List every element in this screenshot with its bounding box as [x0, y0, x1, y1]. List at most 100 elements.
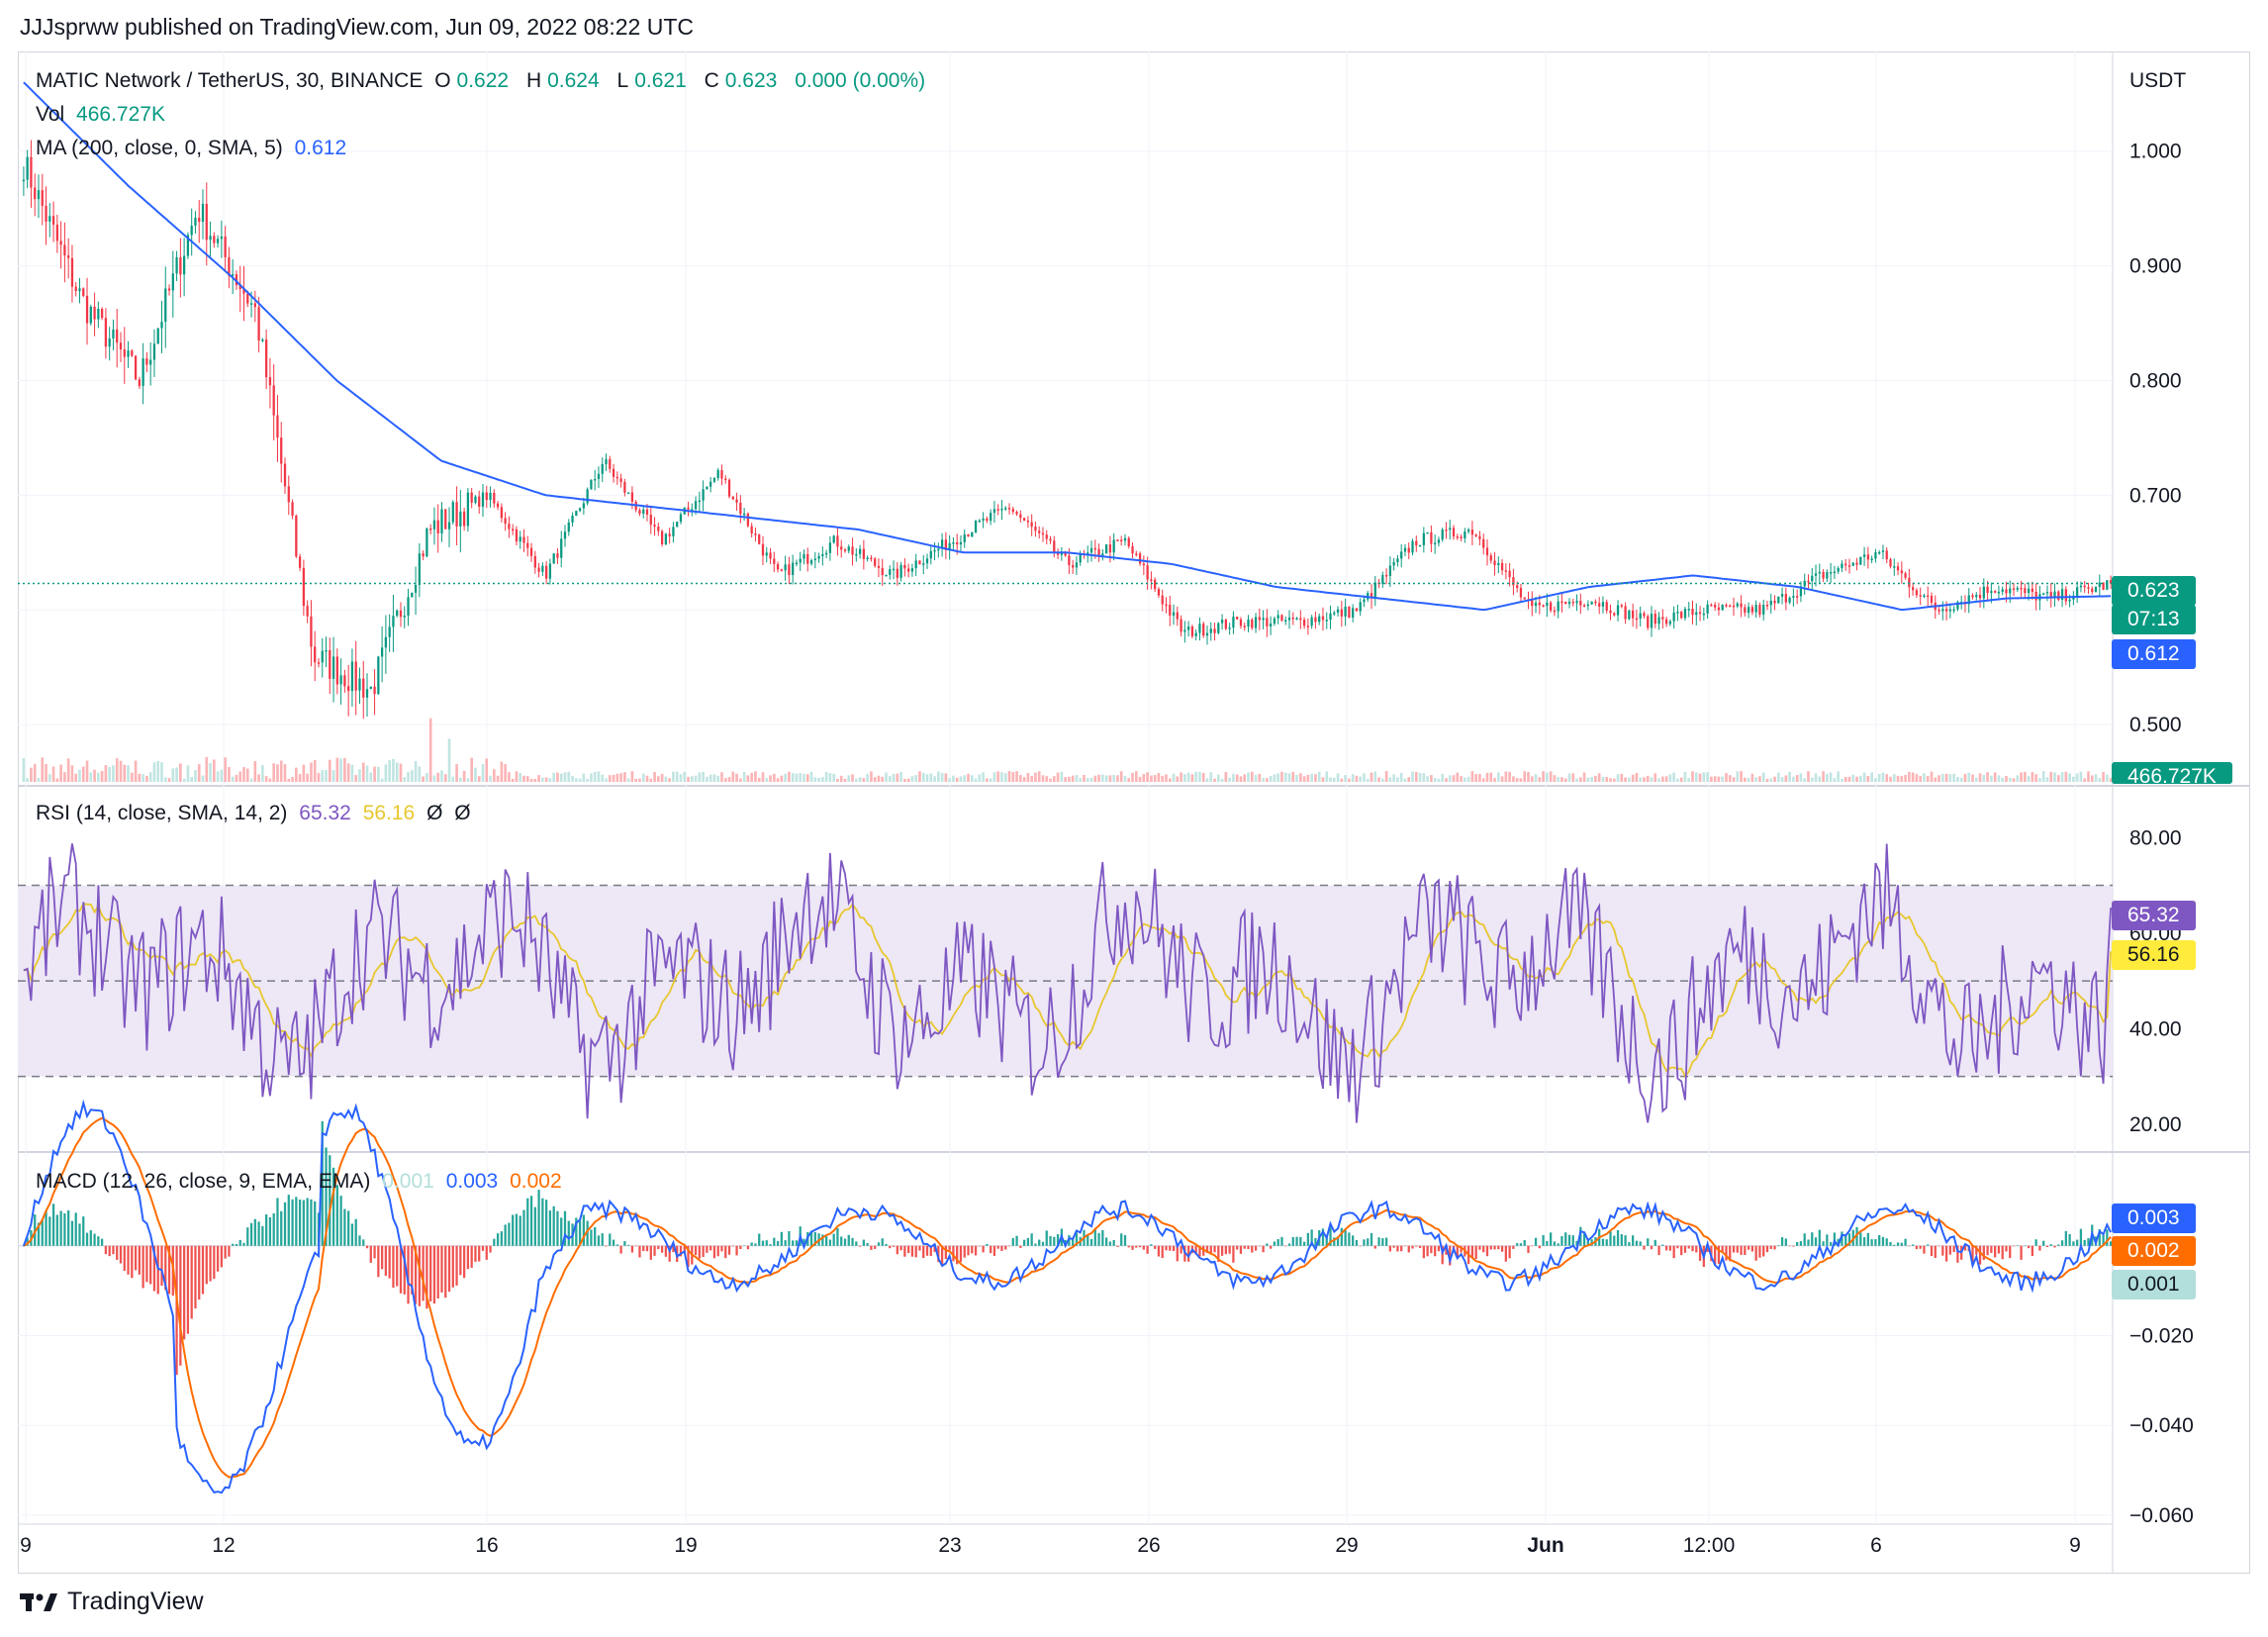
macd-hist-bar	[74, 1212, 77, 1246]
rsi-null-1: Ø	[426, 802, 443, 824]
candle-body	[809, 560, 813, 564]
volume-bar	[1269, 775, 1273, 782]
macd-hist-bar	[447, 1245, 451, 1293]
candle-body	[1236, 617, 1239, 620]
macd-hist-bar	[712, 1245, 716, 1259]
candle-body	[1478, 535, 1481, 539]
volume-bar	[1150, 775, 1153, 782]
volume-bar	[921, 772, 925, 782]
volume-bar	[1134, 771, 1138, 782]
macd-hist-bar	[1146, 1245, 1149, 1254]
volume-bar	[885, 772, 888, 782]
volume-bar	[2038, 777, 2041, 782]
candle-body	[1919, 595, 1922, 597]
macd-y-tick-label: −0.020	[2129, 1324, 2194, 1347]
macd-hist-bar	[1321, 1228, 1325, 1246]
macd-hist-bar	[907, 1245, 910, 1254]
candle-body	[645, 509, 649, 515]
volume-bar	[395, 762, 399, 782]
macd-hist-bar	[1209, 1245, 1212, 1255]
macd-hist-bar	[213, 1245, 216, 1279]
volume-bar	[813, 777, 817, 782]
macd-hist-bar	[769, 1244, 772, 1246]
ma-price-tag: 0.612	[2112, 639, 2196, 669]
volume-bar	[1728, 775, 1732, 782]
volume-bar	[1266, 778, 1269, 782]
candle-body	[500, 507, 503, 519]
volume-bar	[1694, 772, 1698, 782]
symbol-title[interactable]: MATIC Network / TetherUS, 30, BINANCE	[36, 69, 424, 92]
macd-hist-bar	[238, 1239, 241, 1246]
volume-legend[interactable]: Vol 466.727K	[36, 103, 165, 126]
candle-body	[1952, 609, 1955, 612]
candle-body	[220, 236, 223, 240]
candle-body	[1336, 609, 1340, 613]
macd-hist-bar	[742, 1245, 746, 1247]
candle-body	[100, 309, 104, 319]
macd-hist-bar	[418, 1245, 421, 1306]
candle-body	[1068, 555, 1071, 566]
macd-hist-bar	[1228, 1245, 1231, 1254]
candle-body	[253, 303, 256, 308]
macd-hist-bar	[179, 1245, 182, 1366]
macd-hist-bar	[1769, 1245, 1772, 1249]
macd-hist-bar	[190, 1245, 193, 1319]
tradingview-brand[interactable]: TradingView	[20, 1588, 204, 1616]
macd-hist-bar	[1247, 1245, 1250, 1250]
volume-bar	[1445, 778, 1448, 782]
volume-bar	[1079, 778, 1083, 782]
macd-hist-bar	[784, 1240, 787, 1246]
candle-body	[89, 306, 92, 324]
volume-bar	[182, 778, 186, 782]
rsi-legend[interactable]: RSI (14, close, SMA, 14, 2) 65.32 56.16 …	[36, 802, 471, 824]
volume-bar	[1112, 775, 1115, 782]
macd-hist-bar	[1418, 1245, 1422, 1249]
ma-legend[interactable]: MA (200, close, 0, SMA, 5) 0.612	[36, 137, 347, 159]
volume-bar	[1523, 771, 1527, 782]
volume-bar	[1359, 776, 1363, 782]
candle-body	[1284, 620, 1287, 623]
candle-body	[213, 236, 216, 243]
candle-body	[347, 686, 350, 692]
volume-bar	[858, 777, 862, 782]
macd-hist-bar	[1956, 1245, 1959, 1263]
candle-body	[885, 574, 888, 577]
candle-body	[582, 503, 586, 509]
volume-bar	[548, 778, 552, 782]
volume-bar	[992, 772, 996, 782]
volume-bar	[1034, 772, 1037, 782]
macd-hist-bar	[1870, 1239, 1873, 1246]
candle-body	[769, 552, 772, 559]
candle-body	[1169, 604, 1172, 616]
candle-body	[1620, 605, 1623, 608]
volume-bar	[2068, 773, 2071, 782]
macd-hist-bar	[104, 1245, 108, 1255]
candle-body	[2091, 588, 2094, 593]
volume-bar	[2001, 777, 2005, 782]
volume-bar	[552, 772, 556, 782]
volume-bar	[1833, 778, 1837, 782]
candle-body	[605, 458, 608, 464]
volume-bar	[1116, 775, 1119, 782]
macd-hist-bar	[765, 1240, 768, 1246]
volume-bar	[556, 772, 559, 782]
volume-bar	[481, 764, 485, 782]
candle-body	[702, 489, 705, 501]
candle-body	[34, 187, 37, 200]
macd-hist-bar	[2012, 1245, 2016, 1247]
volume-bar	[653, 772, 656, 782]
volume-bar	[2049, 771, 2053, 782]
volume-bar	[937, 771, 940, 782]
macd-hist-bar	[1007, 1245, 1011, 1247]
macd-hist-bar	[1030, 1233, 1033, 1246]
macd-legend[interactable]: MACD (12, 26, close, 9, EMA, EMA) 0.001 …	[36, 1170, 562, 1193]
candle-body	[1594, 601, 1597, 604]
volume-bar	[295, 767, 298, 782]
candle-body	[1941, 609, 1944, 612]
candle-body	[512, 529, 515, 531]
macd-hist-bar	[1089, 1238, 1093, 1246]
macd-hist-bar	[1075, 1232, 1079, 1246]
rsi-tag: 65.32	[2112, 901, 2196, 930]
candle-body	[127, 350, 130, 357]
